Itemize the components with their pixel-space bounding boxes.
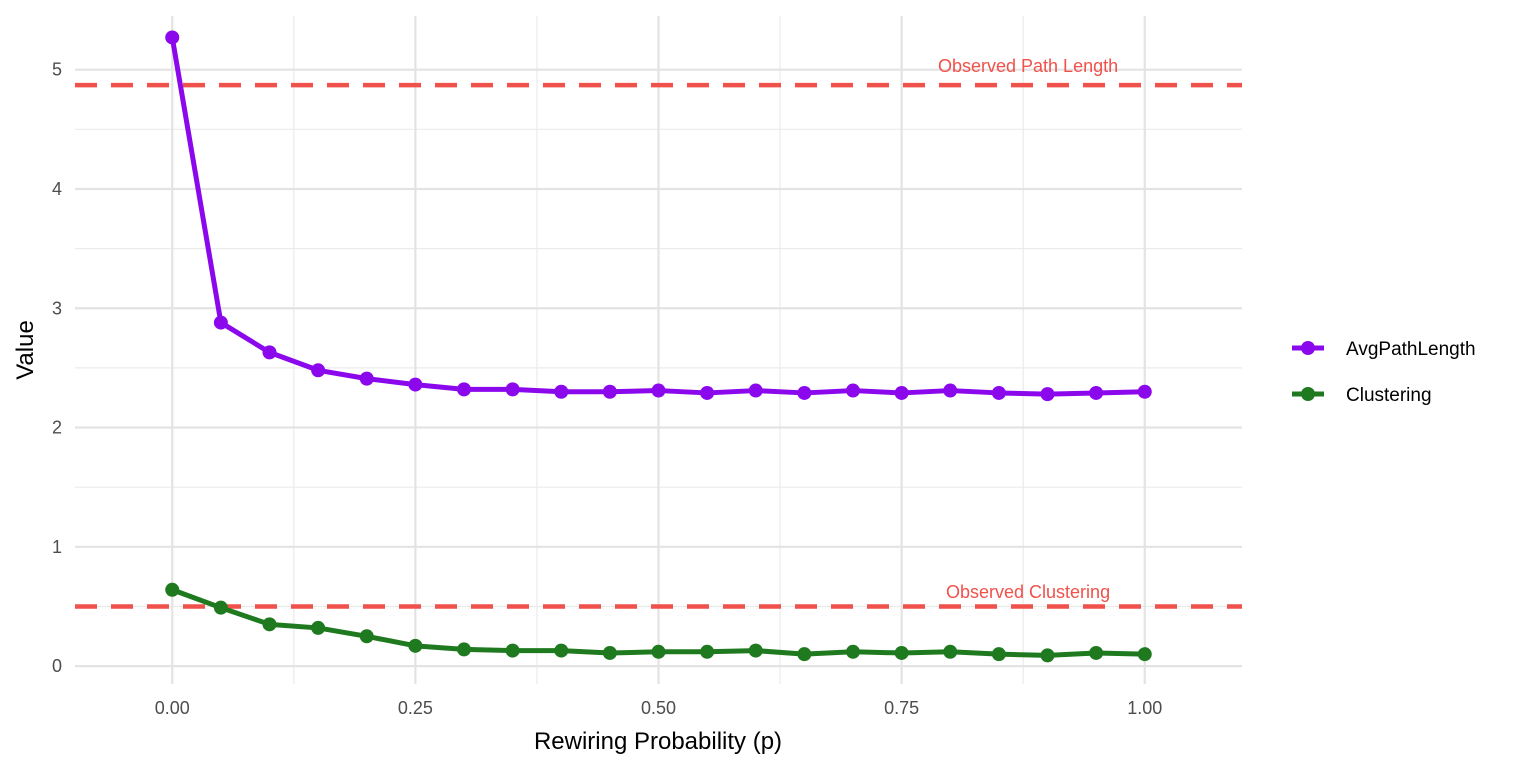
data-point-Clustering <box>846 644 860 659</box>
data-point-Clustering <box>943 644 958 659</box>
data-point-Clustering <box>165 582 180 597</box>
y-tick-label: 2 <box>52 418 62 438</box>
data-point-AvgPathLength <box>262 345 277 360</box>
data-point-AvgPathLength <box>1089 385 1104 400</box>
data-point-AvgPathLength <box>748 383 763 398</box>
data-point-AvgPathLength <box>505 382 520 397</box>
y-tick-label: 0 <box>52 656 62 676</box>
y-tick-label: 3 <box>52 298 62 318</box>
data-point-AvgPathLength <box>457 382 471 397</box>
x-tick-label: 0.25 <box>398 698 433 718</box>
data-point-AvgPathLength <box>359 371 374 386</box>
data-point-AvgPathLength <box>894 385 909 400</box>
x-tick-label: 1.00 <box>1127 698 1162 718</box>
data-point-AvgPathLength <box>991 385 1006 400</box>
x-tick-label: 0.75 <box>884 698 919 718</box>
data-point-Clustering <box>457 642 471 657</box>
data-point-AvgPathLength <box>651 383 666 398</box>
data-point-AvgPathLength <box>165 30 180 45</box>
data-point-Clustering <box>894 645 909 660</box>
data-point-Clustering <box>991 647 1006 662</box>
data-point-Clustering <box>651 644 666 659</box>
data-point-Clustering <box>311 620 326 635</box>
y-tick-label: 1 <box>52 537 62 557</box>
legend-label: Clustering <box>1346 385 1432 406</box>
x-tick-label: 0.00 <box>155 698 190 718</box>
reference-label: Observed Clustering <box>946 582 1110 602</box>
data-point-Clustering <box>359 629 374 644</box>
data-point-Clustering <box>1137 647 1152 662</box>
y-tick-label: 4 <box>52 179 62 199</box>
data-point-AvgPathLength <box>1137 384 1152 399</box>
data-point-AvgPathLength <box>797 385 812 400</box>
data-point-Clustering <box>797 647 812 662</box>
data-point-AvgPathLength <box>311 363 326 378</box>
data-point-AvgPathLength <box>554 384 569 399</box>
data-point-AvgPathLength <box>602 384 617 399</box>
x-tick-label: 0.50 <box>641 698 676 718</box>
data-point-Clustering <box>408 638 423 653</box>
data-point-Clustering <box>262 617 277 632</box>
y-axis-ticks: 0 1 2 3 4 5 <box>52 60 62 676</box>
legend-label: AvgPathLength <box>1346 339 1476 360</box>
data-point-Clustering <box>1089 645 1104 660</box>
x-axis-title: Rewiring Probability (p) <box>534 728 782 755</box>
legend-key-point <box>1301 387 1315 401</box>
reference-label: Observed Path Length <box>938 56 1118 76</box>
data-point-AvgPathLength <box>846 383 860 398</box>
data-point-AvgPathLength <box>1040 387 1055 402</box>
data-point-Clustering <box>1040 648 1055 663</box>
x-axis-ticks: 0.00 0.25 0.50 0.75 1.00 <box>155 698 1163 718</box>
reference-annotations: Observed Path Length Observed Clustering <box>938 56 1118 602</box>
data-point-Clustering <box>505 643 520 658</box>
reference-lines <box>75 82 1242 609</box>
data-point-Clustering <box>700 644 715 659</box>
legend: AvgPathLength Clustering <box>1292 339 1476 406</box>
grid-major-lines <box>75 16 1242 684</box>
data-point-AvgPathLength <box>700 385 715 400</box>
series-layer <box>165 30 1152 663</box>
data-point-AvgPathLength <box>943 383 958 398</box>
y-tick-label: 5 <box>52 60 62 80</box>
data-point-AvgPathLength <box>408 377 423 392</box>
legend-key-point <box>1301 341 1315 355</box>
data-point-Clustering <box>602 645 617 660</box>
y-axis-title: Value <box>12 320 39 380</box>
data-point-Clustering <box>554 643 569 658</box>
data-point-AvgPathLength <box>213 315 228 330</box>
data-point-Clustering <box>748 643 763 658</box>
data-point-Clustering <box>213 600 228 615</box>
